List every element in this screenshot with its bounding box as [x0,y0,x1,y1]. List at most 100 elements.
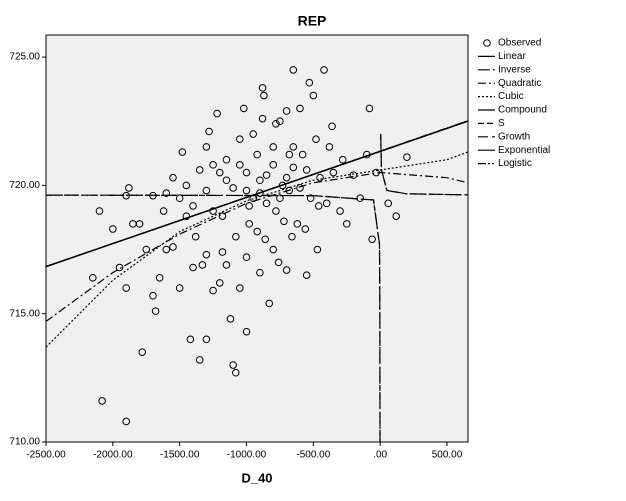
x-tick-label: -2500.00 [26,450,66,461]
data-point [336,207,344,215]
data-point [262,199,271,208]
data-point [232,232,240,241]
data-point [122,417,131,426]
data-point [222,155,231,164]
legend-label: Inverse [498,64,531,75]
data-point [209,161,217,169]
fit-line [45,151,469,348]
data-point [328,122,336,131]
data-point [329,168,338,177]
data-point [265,299,274,308]
data-point [320,66,328,74]
y-tick-label: 725.00 [9,52,40,63]
data-point [98,397,106,405]
data-point [138,348,147,356]
data-point [236,284,244,292]
data-point [296,184,304,192]
data-point [312,135,320,143]
data-point [215,168,224,177]
data-point [403,153,411,161]
data-point [289,66,298,74]
data-point [258,84,267,92]
data-point [260,91,268,100]
data-point [272,207,280,215]
fit-line [45,120,469,268]
data-point [236,161,244,169]
data-point [306,194,315,203]
data-point [213,109,221,118]
data-point [249,130,257,138]
data-point [305,78,314,87]
legend-label: Compound [498,105,547,116]
data-point [316,173,324,182]
data-point [242,186,251,195]
x-tick-label: -500.00 [296,450,330,461]
x-tick-label: -1500.00 [160,450,200,461]
data-point [272,119,280,128]
data-point [282,173,291,182]
data-point [142,245,151,254]
data-point [189,202,197,210]
data-point [302,166,311,174]
data-point [325,143,334,151]
data-point [282,107,291,115]
chart-title: REP [298,13,327,29]
data-point [298,150,307,159]
data-point [262,171,271,179]
data-point [313,245,322,254]
data-point [253,227,262,236]
fit-line [45,171,469,322]
data-point [229,361,237,369]
data-point [122,284,131,292]
data-point [242,327,251,336]
data-point [135,220,144,228]
data-point [175,284,184,292]
data-point [342,220,351,228]
data-point [202,335,211,344]
data-point [256,176,264,185]
data-point [242,253,251,262]
data-point [256,268,264,277]
y-tick-label: 720.00 [9,180,40,191]
data-point [261,235,270,244]
data-point [276,117,284,126]
data-point [276,194,284,203]
data-point [202,250,211,259]
data-point [209,207,217,215]
data-point [88,273,97,282]
data-point [162,189,171,197]
data-point [182,212,191,220]
data-point [222,261,231,269]
data-point [202,186,211,195]
x-tick-label: 500.00 [432,450,463,461]
data-point [285,150,294,159]
data-point [195,356,204,364]
legend-label: Logistic [498,158,532,169]
data-point [195,166,204,174]
data-point [175,194,184,203]
data-point [189,263,197,272]
fit-line [45,134,469,442]
data-point [314,202,323,210]
data-point [151,307,160,315]
data-point [222,176,231,185]
data-point [293,220,302,228]
data-point [218,248,227,256]
legend-label: Observed [498,38,541,49]
data-point [198,261,207,269]
data-point [301,225,310,233]
legend-label: S [498,118,505,129]
legend-marker [483,39,491,47]
x-tick-label: -2000.00 [93,450,133,461]
data-point [125,184,133,192]
data-point [205,127,213,136]
data-point [269,161,278,169]
data-point [296,104,304,113]
data-point [178,148,187,156]
data-point [169,173,177,182]
data-point [289,163,298,172]
data-point [269,143,278,151]
data-point [182,181,191,190]
legend-label: Linear [498,51,526,62]
